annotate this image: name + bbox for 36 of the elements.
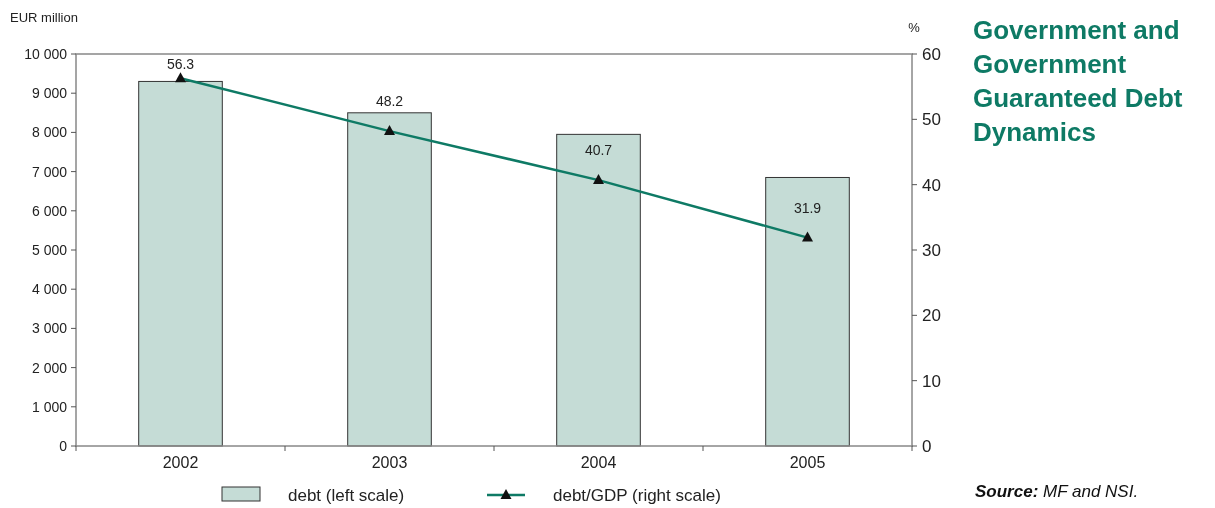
y-tick-label: 4 000 [31,281,68,298]
x-tick-label: 2004 [580,454,617,471]
y-axis-title: EUR million [10,10,78,25]
y-tick-label: 8 000 [31,124,68,141]
data-label: 40.7 [584,142,613,159]
bar [347,112,432,447]
bar [138,80,223,447]
x-tick-label: 2002 [162,454,199,471]
text: Government and Government Guaranteed Debt Dynamics [973,14,1184,149]
y-tick-label: 5 000 [31,241,68,258]
y-tick-label: 3 000 [31,320,68,337]
data-label: 48.2 [375,93,404,110]
source-note: Source: MF and NSI. [975,482,1139,502]
bar [556,133,641,447]
y2-tick-label: 0 [922,436,932,456]
y2-tick-label: 50 [922,110,941,130]
y2-axis-title: % [908,20,921,35]
y-tick-label: 2 000 [31,359,68,376]
y-tick-label: 9 000 [31,85,68,102]
y2-tick-label: 40 [922,175,941,195]
data-label: 31.9 [793,199,822,216]
legend-label: debt (left scale) [288,485,405,505]
x-tick-label: 2005 [789,454,826,471]
y-tick-label: 6 000 [31,202,68,219]
y-tick-label: 10 000 [24,45,68,62]
data-label: 56.3 [166,56,195,73]
x-tick-label: 2003 [371,454,408,471]
y2-tick-label: 60 [922,44,941,64]
y2-tick-label: 10 [922,371,941,391]
y-tick-label: 7 000 [31,163,68,180]
y-tick-label: 1 000 [31,398,68,415]
legend-label: debt/GDP (right scale) [553,485,721,505]
y-tick-label: 0 [59,437,68,454]
y2-tick-label: 20 [922,306,941,326]
bar [765,176,850,447]
y2-tick-label: 30 [922,240,941,260]
